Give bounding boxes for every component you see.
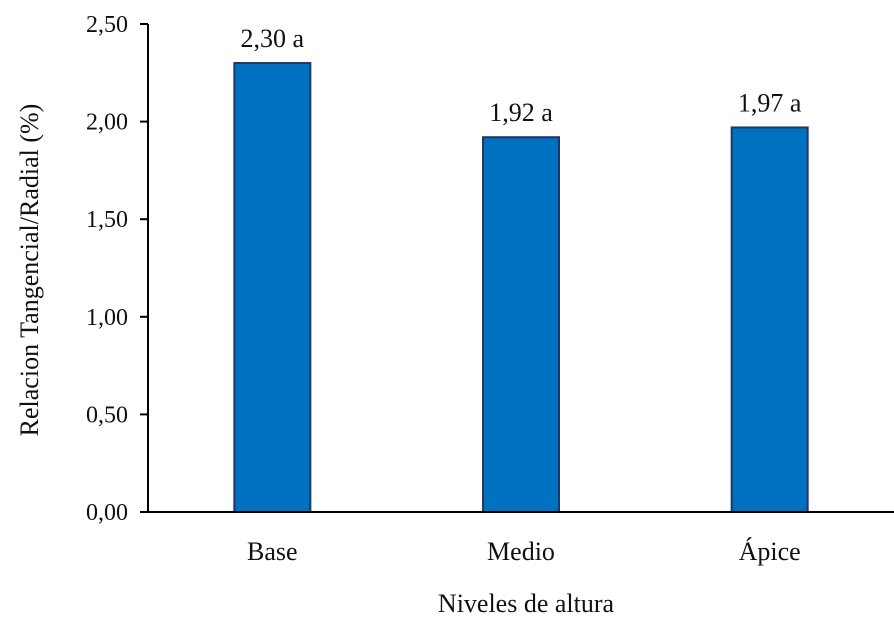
plot-area: 2,30 a 1,92 a 1,97 a 0,00 0,50 1,00 1,50 2,00 2… [86, 12, 894, 566]
y-tick-label: 0,50 [86, 402, 128, 428]
data-label: 1,92 a [489, 98, 553, 127]
bars-group [233, 62, 809, 514]
bar [233, 62, 312, 513]
y-tick-label: 2,00 [86, 110, 128, 136]
x-axis-title: Niveles de altura [438, 589, 615, 618]
y-tick-label: 2,50 [86, 12, 128, 38]
x-axis-ticks: Base Medio Ápice [247, 537, 801, 566]
data-label: 2,30 a [241, 24, 305, 53]
data-labels-group: 2,30 a 1,92 a 1,97 a [241, 24, 802, 127]
y-tick-label: 0,00 [86, 500, 128, 526]
x-tick-label: Base [247, 537, 298, 566]
y-axis-ticks: 0,00 0,50 1,00 1,50 2,00 2,50 [86, 12, 148, 526]
y-tick-label: 1,00 [86, 305, 128, 331]
x-tick-label: Medio [487, 537, 555, 566]
bar [730, 126, 809, 514]
data-label: 1,97 a [738, 88, 802, 117]
y-tick-label: 1,50 [86, 207, 128, 233]
bar [482, 136, 560, 513]
y-axis-title: Relacion Tangencial/Radial (%) [15, 104, 44, 437]
x-tick-label: Ápice [739, 537, 801, 566]
